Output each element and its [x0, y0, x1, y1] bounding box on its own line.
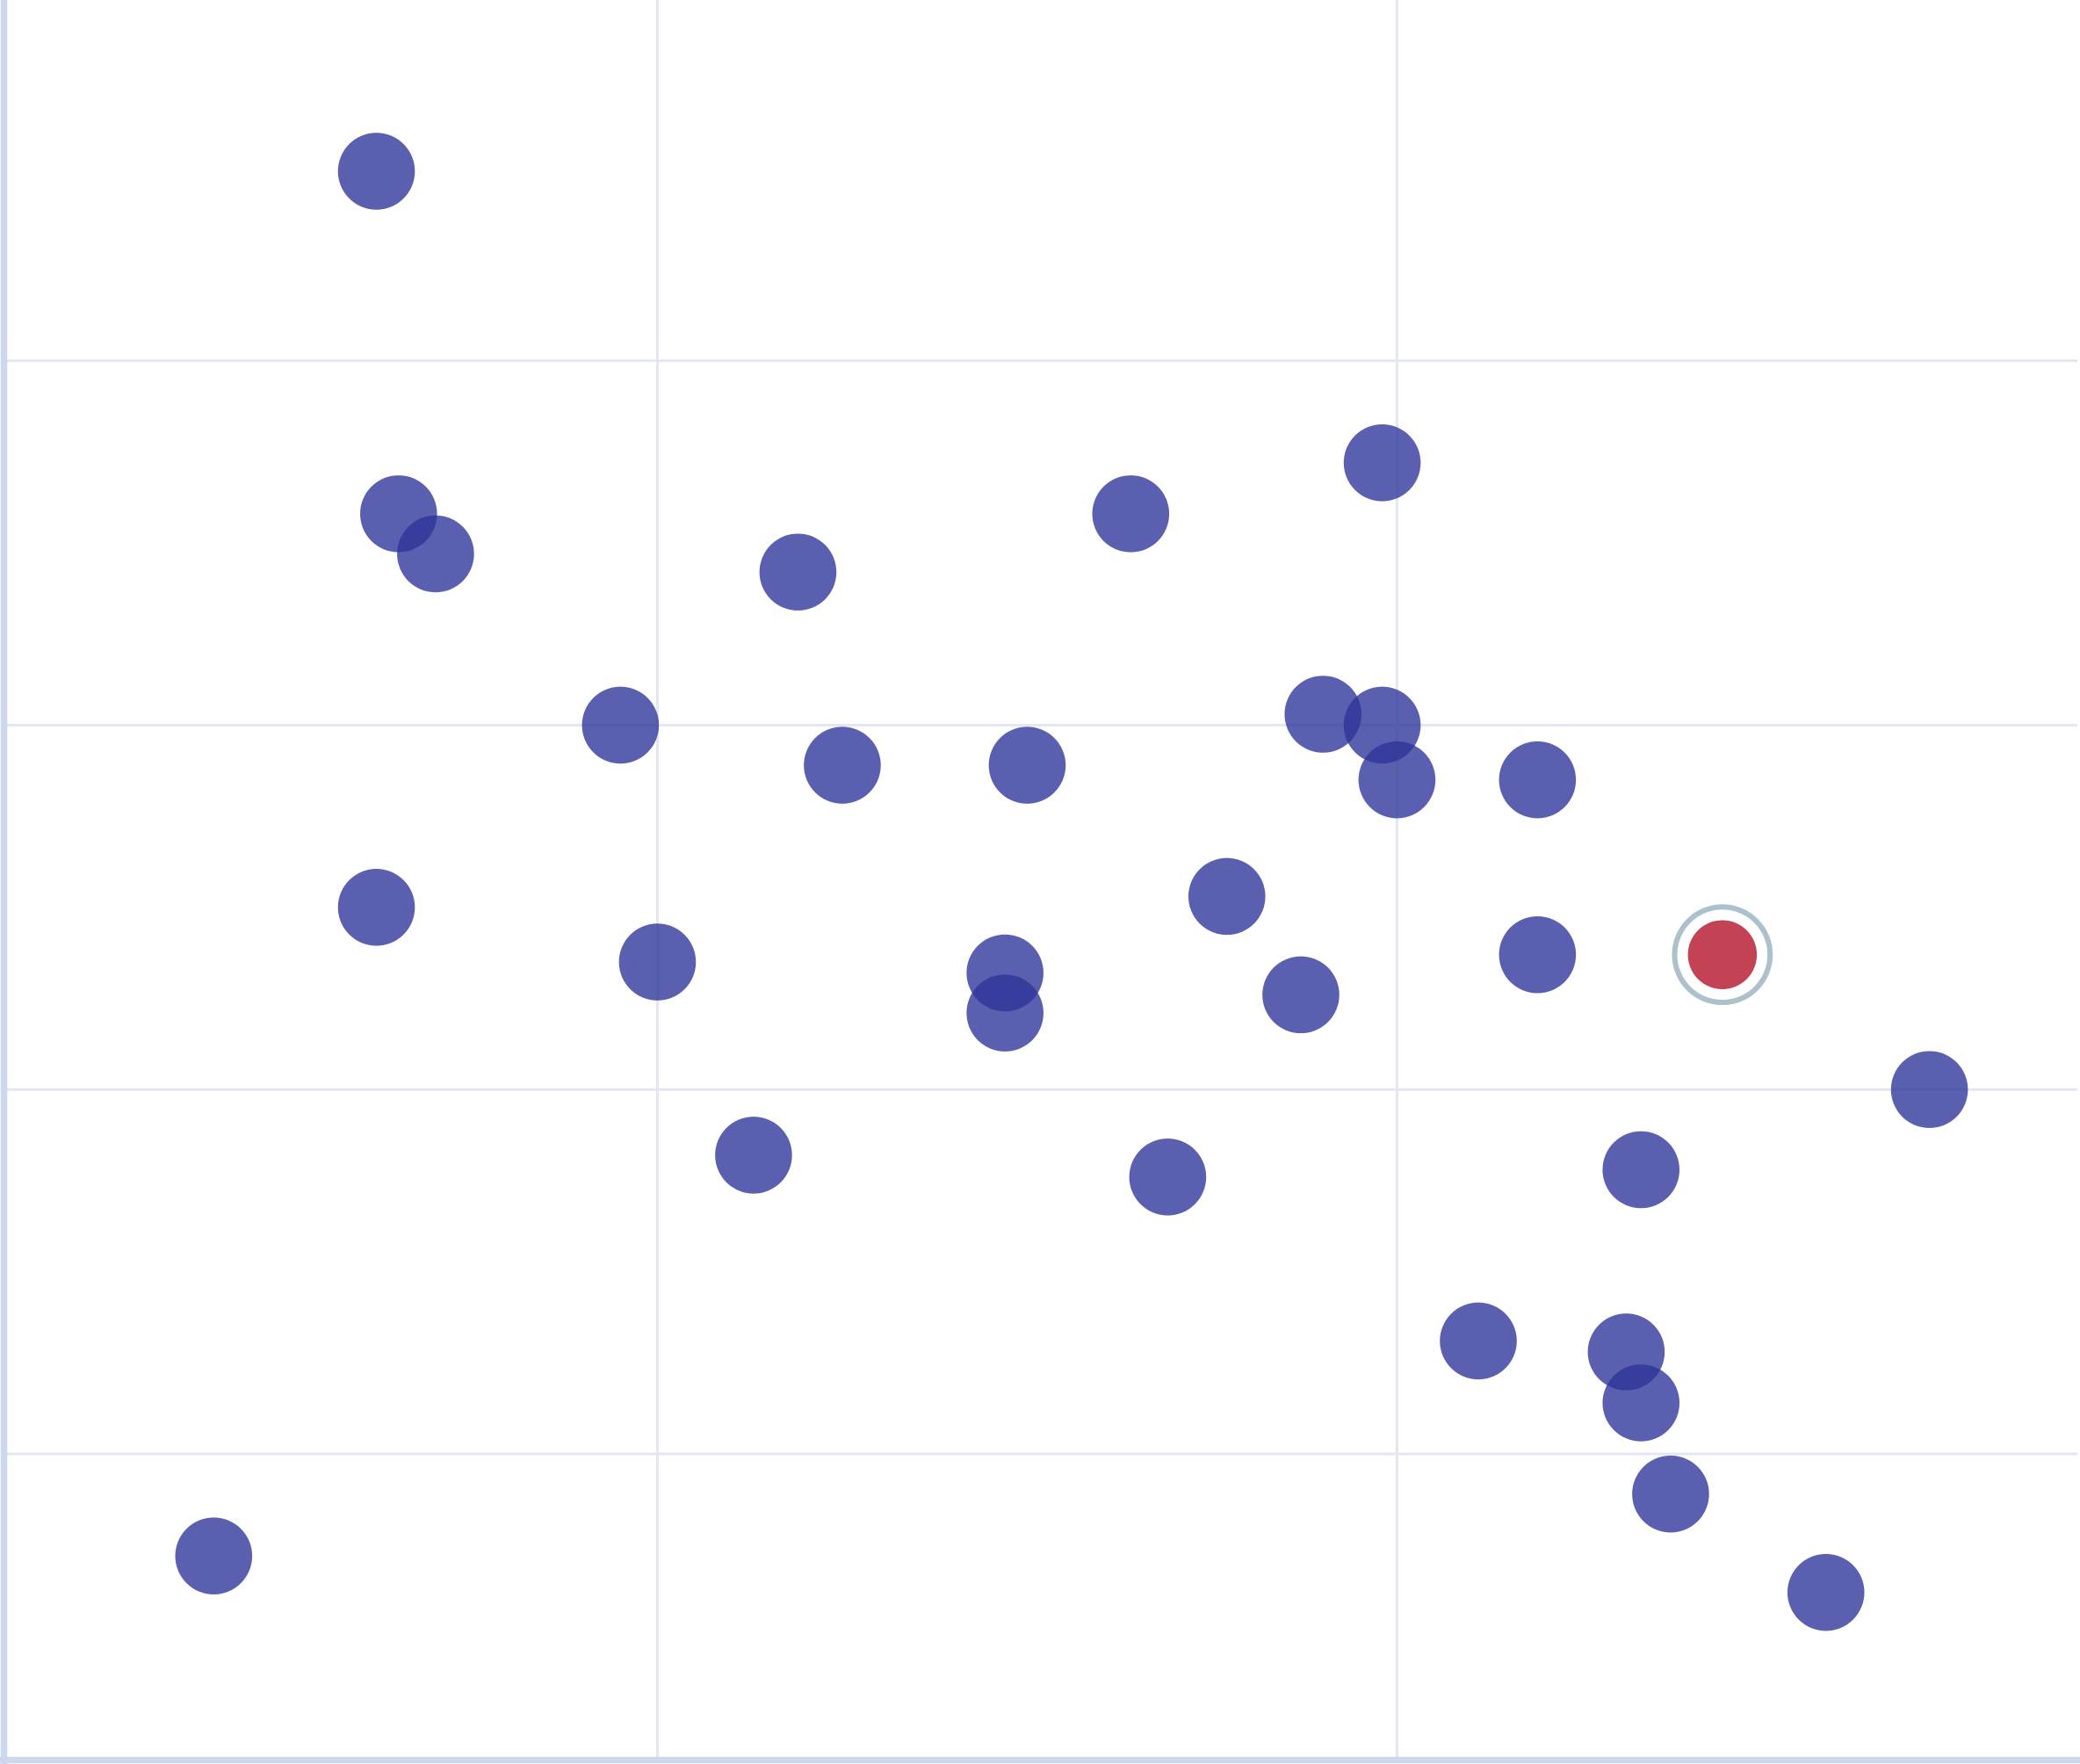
- data-point: [715, 1117, 792, 1194]
- data-point: [966, 974, 1044, 1052]
- data-point: [1440, 1302, 1517, 1380]
- data-point: [1499, 741, 1577, 819]
- highlighted-data-point: [1687, 920, 1758, 990]
- data-point: [337, 133, 415, 210]
- data-point: [1092, 475, 1170, 553]
- data-point: [581, 686, 660, 764]
- data-point: [1262, 956, 1340, 1034]
- data-point: [1188, 857, 1266, 936]
- data-point: [759, 533, 837, 611]
- data-point: [1499, 915, 1577, 994]
- data-point: [1602, 1364, 1680, 1442]
- data-point: [1632, 1455, 1709, 1533]
- data-point: [397, 515, 474, 593]
- data-point: [1284, 676, 1361, 753]
- data-point: [804, 727, 881, 804]
- data-point: [618, 923, 697, 1001]
- data-point: [1602, 1131, 1680, 1209]
- data-point: [1358, 741, 1436, 819]
- data-point: [1890, 1051, 1968, 1129]
- data-points: [175, 133, 1968, 1631]
- data-point: [1343, 424, 1421, 502]
- data-point: [175, 1517, 253, 1594]
- data-point: [1129, 1139, 1207, 1216]
- data-point: [337, 869, 415, 946]
- data-point: [988, 727, 1066, 804]
- data-point: [1787, 1553, 1865, 1631]
- gridlines: [6, 0, 2077, 1760]
